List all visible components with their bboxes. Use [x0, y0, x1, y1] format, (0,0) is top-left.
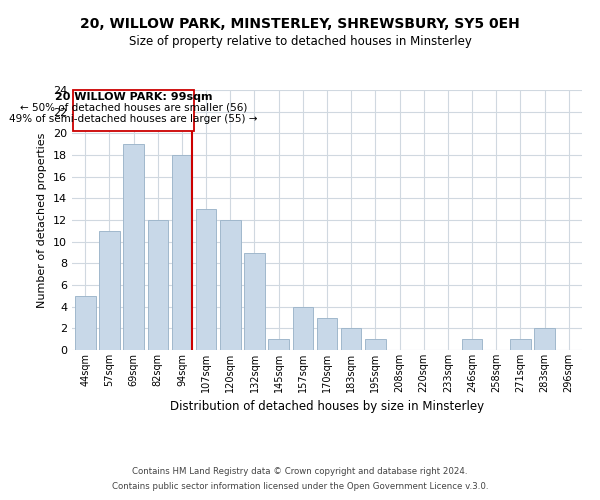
Bar — [148, 220, 168, 350]
Bar — [124, 144, 144, 350]
Text: Contains HM Land Registry data © Crown copyright and database right 2024.: Contains HM Land Registry data © Crown c… — [132, 467, 468, 476]
Bar — [172, 155, 192, 350]
Bar — [75, 296, 95, 350]
X-axis label: Distribution of detached houses by size in Minsterley: Distribution of detached houses by size … — [170, 400, 484, 413]
FancyBboxPatch shape — [73, 90, 194, 131]
Bar — [462, 339, 482, 350]
Text: Size of property relative to detached houses in Minsterley: Size of property relative to detached ho… — [128, 35, 472, 48]
Bar — [196, 209, 217, 350]
Bar — [341, 328, 361, 350]
Bar — [268, 339, 289, 350]
Bar — [293, 306, 313, 350]
Bar — [220, 220, 241, 350]
Bar — [244, 252, 265, 350]
Text: 20, WILLOW PARK, MINSTERLEY, SHREWSBURY, SY5 0EH: 20, WILLOW PARK, MINSTERLEY, SHREWSBURY,… — [80, 18, 520, 32]
Text: Contains public sector information licensed under the Open Government Licence v.: Contains public sector information licen… — [112, 482, 488, 491]
Text: 20 WILLOW PARK: 99sqm: 20 WILLOW PARK: 99sqm — [55, 92, 212, 102]
Bar — [365, 339, 386, 350]
Text: ← 50% of detached houses are smaller (56): ← 50% of detached houses are smaller (56… — [20, 103, 247, 113]
Bar — [510, 339, 530, 350]
Bar — [99, 231, 120, 350]
Text: 49% of semi-detached houses are larger (55) →: 49% of semi-detached houses are larger (… — [10, 114, 258, 124]
Y-axis label: Number of detached properties: Number of detached properties — [37, 132, 47, 308]
Bar — [317, 318, 337, 350]
Bar — [534, 328, 555, 350]
